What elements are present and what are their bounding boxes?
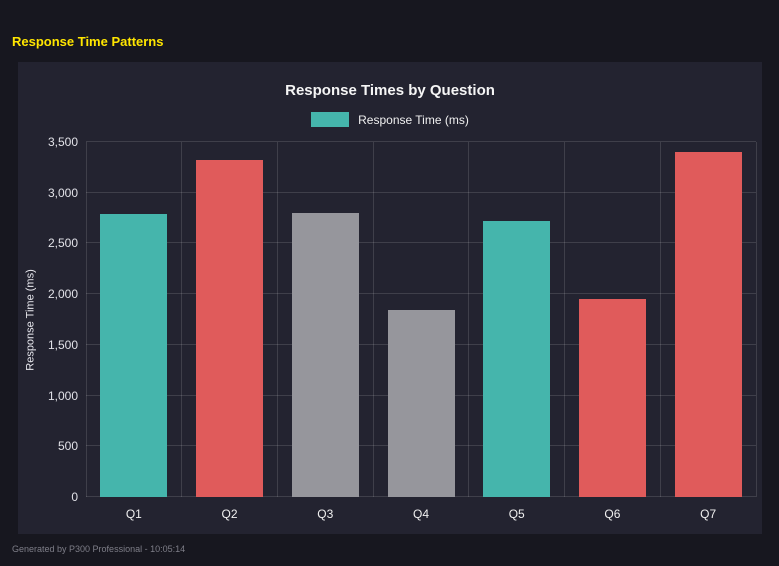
bar-q4 [387, 310, 455, 497]
y-tick-label: 1,000 [47, 388, 78, 403]
gridline-horizontal [86, 141, 756, 142]
gridline-vertical [468, 142, 470, 497]
plot-area [85, 141, 757, 497]
bar-q6 [578, 299, 646, 497]
gridline-vertical [85, 142, 87, 497]
x-tick-label: Q1 [125, 507, 142, 521]
x-tick-label: Q7 [700, 507, 717, 521]
y-tick-label: 0 [71, 490, 78, 504]
x-tick-label: Q3 [317, 507, 334, 521]
gridline-vertical [276, 142, 278, 497]
x-tick-label: Q6 [604, 507, 621, 521]
bar-q7 [674, 152, 742, 497]
gridline-vertical [755, 142, 757, 497]
x-tick-label: Q5 [508, 507, 525, 521]
legend-swatch [311, 112, 350, 127]
chart-title: Response Times by Question [285, 82, 495, 99]
y-tick-label: 2,000 [47, 287, 78, 302]
gridline-horizontal [86, 293, 756, 295]
footer-text: Generated by P300 Professional - 10:05:1… [12, 544, 186, 554]
gridline-vertical [564, 142, 566, 497]
chart-legend[interactable]: Response Time (ms) [18, 112, 762, 127]
y-tick-label: 2,500 [47, 236, 78, 251]
y-axis-ticks: 0 500 1,000 1,500 2,000 2,500 3,000 3,500 [18, 135, 78, 504]
x-tick-label: Q2 [221, 507, 238, 521]
page-title: Response Time Patterns [12, 34, 164, 49]
bar-q2 [196, 160, 264, 497]
chart-panel: Response Times by Question Response Time… [18, 62, 762, 534]
y-tick-label: 3,000 [47, 185, 78, 200]
gridline-horizontal [86, 191, 756, 193]
x-axis-labels: Q1 Q2 Q3 Q4 Q5 Q6 Q7 [86, 507, 756, 527]
y-tick-label: 500 [57, 439, 78, 454]
bar-q3 [291, 213, 359, 497]
bar-q1 [100, 214, 168, 497]
y-tick-label: 3,500 [47, 135, 78, 149]
gridline-vertical [372, 142, 374, 497]
y-tick-label: 1,500 [47, 337, 78, 352]
gridline-vertical [181, 142, 183, 497]
x-tick-label: Q4 [412, 507, 429, 521]
gridline-horizontal [86, 242, 756, 244]
gridline-vertical [659, 142, 661, 497]
bar-q5 [483, 221, 551, 497]
legend-label: Response Time (ms) [358, 112, 469, 127]
